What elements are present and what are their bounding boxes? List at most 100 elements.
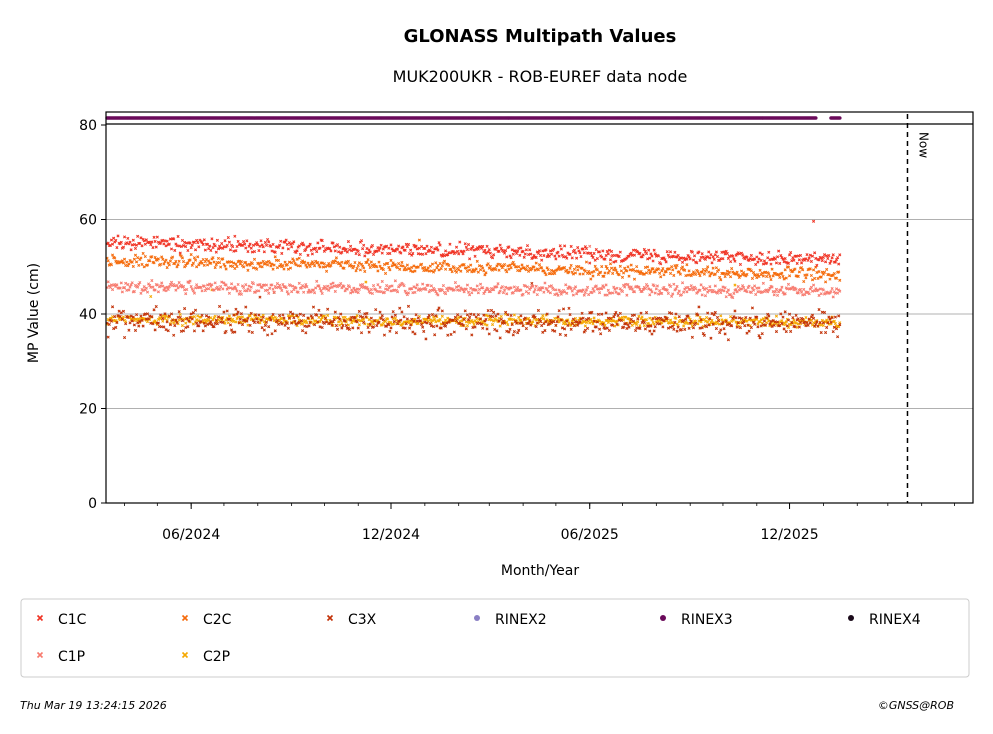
data-point xyxy=(706,255,710,259)
data-point xyxy=(425,321,429,325)
data-point xyxy=(219,320,223,324)
data-point xyxy=(135,260,139,264)
data-point xyxy=(739,287,744,291)
data-point xyxy=(805,321,809,325)
data-point xyxy=(688,317,692,322)
data-point xyxy=(311,288,316,292)
data-point xyxy=(364,280,368,284)
data-point xyxy=(558,332,562,336)
data-point xyxy=(281,246,285,250)
data-point xyxy=(620,289,625,293)
data-point xyxy=(567,270,571,274)
data-point xyxy=(303,260,307,264)
data-point xyxy=(530,281,534,285)
data-point xyxy=(642,272,646,276)
data-point xyxy=(700,326,704,330)
data-point xyxy=(775,255,780,259)
data-point xyxy=(613,312,617,317)
data-point xyxy=(306,316,310,320)
data-point xyxy=(243,318,247,323)
data-point xyxy=(756,325,760,329)
data-point xyxy=(423,320,427,324)
data-point xyxy=(377,320,381,324)
data-point xyxy=(767,319,771,323)
data-point xyxy=(425,244,429,248)
data-point xyxy=(684,286,688,290)
data-point xyxy=(223,321,227,325)
x-axis-ticks: 06/2024 12/2024 06/2025 12/2025 xyxy=(124,503,955,543)
data-point xyxy=(448,318,452,322)
data-point xyxy=(488,314,492,318)
data-point xyxy=(468,257,472,261)
data-point xyxy=(525,244,530,248)
data-point xyxy=(379,290,383,294)
data-point xyxy=(126,315,130,319)
data-point xyxy=(662,273,666,277)
data-point xyxy=(210,283,214,287)
data-point xyxy=(608,316,613,321)
data-point xyxy=(506,313,510,317)
data-point xyxy=(749,325,753,330)
data-point xyxy=(168,259,172,263)
data-point xyxy=(472,248,476,252)
data-point xyxy=(264,260,269,264)
data-point xyxy=(161,238,165,242)
data-point xyxy=(386,317,390,321)
data-point xyxy=(359,331,364,335)
data-point xyxy=(314,246,318,250)
data-point xyxy=(570,319,574,323)
data-point xyxy=(283,323,287,327)
data-point xyxy=(527,252,531,257)
data-point xyxy=(243,242,247,246)
data-point xyxy=(369,287,373,292)
data-point xyxy=(205,322,210,327)
data-point xyxy=(260,265,264,269)
data-point xyxy=(359,285,364,289)
data-point xyxy=(369,260,373,264)
data-point xyxy=(165,239,169,243)
data-point xyxy=(623,266,627,270)
data-point xyxy=(496,282,500,286)
data-point xyxy=(627,325,631,329)
data-point xyxy=(383,287,388,291)
data-point xyxy=(569,327,573,331)
data-point xyxy=(234,307,238,311)
data-point xyxy=(266,333,270,337)
data-point xyxy=(499,264,503,268)
data-point xyxy=(440,314,444,318)
data-point xyxy=(588,244,592,248)
data-point xyxy=(583,328,587,332)
data-point xyxy=(370,320,374,324)
data-point xyxy=(551,328,555,332)
data-point xyxy=(246,287,250,291)
data-point xyxy=(365,311,369,315)
data-point xyxy=(813,324,817,328)
data-point xyxy=(499,314,503,319)
data-point xyxy=(786,282,791,286)
data-point xyxy=(313,323,317,327)
data-point xyxy=(364,315,368,319)
data-point xyxy=(826,321,830,325)
data-point xyxy=(371,325,376,329)
data-point xyxy=(435,324,439,328)
data-point xyxy=(748,257,752,261)
data-point xyxy=(761,281,765,285)
data-point xyxy=(314,286,318,290)
data-point xyxy=(186,261,190,265)
data-point xyxy=(571,317,575,321)
data-point xyxy=(829,259,833,263)
data-point xyxy=(380,251,384,255)
data-point xyxy=(748,316,752,320)
data-point xyxy=(113,282,117,287)
data-point xyxy=(163,312,167,316)
data-point xyxy=(660,318,664,322)
data-point xyxy=(318,246,322,250)
data-point xyxy=(363,312,367,316)
data-point xyxy=(624,315,628,319)
data-point xyxy=(832,319,836,323)
data-point xyxy=(789,323,793,327)
data-point xyxy=(406,291,411,295)
data-point xyxy=(522,255,526,259)
data-point xyxy=(553,329,557,333)
data-point xyxy=(235,264,239,269)
